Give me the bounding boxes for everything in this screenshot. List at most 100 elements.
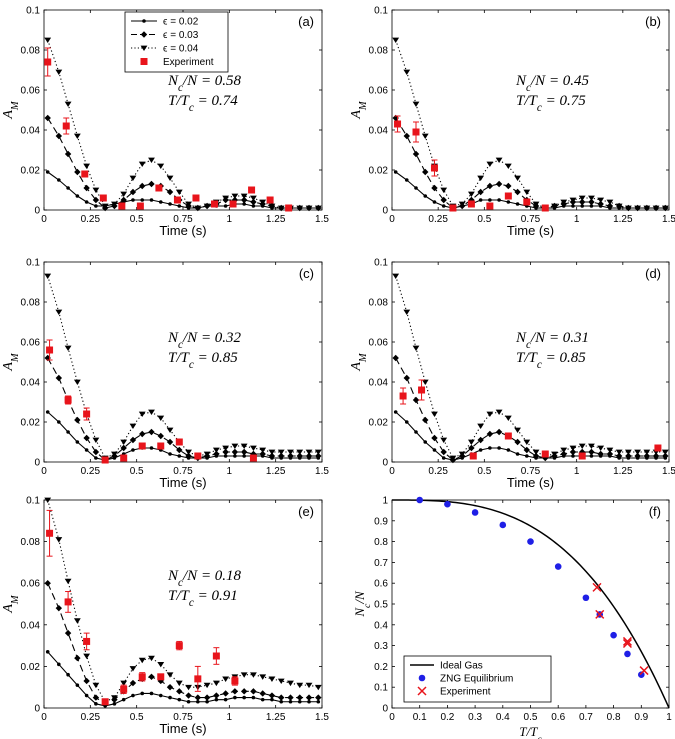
experiment-point <box>194 675 202 683</box>
series-point <box>551 451 558 458</box>
series-point <box>270 697 274 702</box>
experiment-point <box>175 438 183 446</box>
series-point <box>260 697 265 702</box>
series-point <box>120 680 128 687</box>
series-point <box>45 410 50 414</box>
x-tick-label: 0 <box>389 712 395 723</box>
series-point <box>121 697 126 702</box>
series-point <box>223 204 228 208</box>
experiment-point <box>118 202 126 210</box>
y-tick-label: 0.04 <box>369 126 389 137</box>
series-point <box>83 163 91 170</box>
series-point <box>185 684 192 691</box>
series-point <box>514 175 521 182</box>
series-point <box>278 694 285 701</box>
experiment-point <box>212 652 220 660</box>
series-point <box>305 694 313 701</box>
y-tick-label: 0.06 <box>21 338 41 349</box>
series-point <box>242 695 246 700</box>
experiment-point <box>194 452 202 460</box>
series-point <box>64 578 72 585</box>
x-tick-label: 1.25 <box>613 214 633 225</box>
x-tick-label: 0.25 <box>81 712 101 723</box>
series-point <box>307 699 311 704</box>
series-point <box>44 37 52 44</box>
series-line-2 <box>395 357 666 461</box>
annotation-text: T/Tc = 0.74 <box>168 93 238 114</box>
series-point <box>45 650 50 654</box>
series-point <box>569 445 577 452</box>
series-point <box>73 133 81 140</box>
series-point <box>84 693 89 698</box>
series-point <box>478 448 483 452</box>
experiment-point <box>541 204 549 212</box>
series-point <box>66 430 70 434</box>
y-tick-label: 0.1 <box>374 258 388 269</box>
series-point <box>569 197 577 204</box>
series-point <box>525 454 529 458</box>
series-point <box>231 688 239 695</box>
experiment-point <box>578 452 586 460</box>
series-point <box>597 200 604 208</box>
series-point <box>44 497 52 504</box>
experiment-point <box>101 456 109 464</box>
series-point <box>440 196 447 204</box>
experiment-point <box>229 200 237 208</box>
panel-f: 0 0.1 0.2 0.3 0.4 0.5 0.6 0.7 0.8 0.9 1 0 0.1 0.2 0.3 0… <box>352 496 672 739</box>
series-point <box>259 450 266 458</box>
series-point <box>259 674 267 680</box>
series-point <box>403 309 411 316</box>
x-tick-label: 0.25 <box>428 466 448 477</box>
annotation-text: T/Tc = 0.85 <box>168 350 238 371</box>
series-point <box>111 451 118 458</box>
panel-c: 0 0.25 0.5 0.75 1 1.25 1.5 0 0.02 0.04 0.06 0.08 0.1… <box>1 258 329 491</box>
series-point <box>296 682 304 689</box>
series-point <box>268 203 276 210</box>
series-point <box>506 200 511 204</box>
series-point <box>432 200 437 204</box>
series-point <box>242 454 246 458</box>
series-point <box>92 694 100 701</box>
panel-label: (c) <box>299 266 314 281</box>
series-point <box>231 448 239 456</box>
x-tick-label: 0 <box>41 712 47 723</box>
series-point <box>414 430 418 434</box>
experiment-point <box>157 442 165 450</box>
series-point <box>129 436 137 444</box>
series-point <box>74 168 81 176</box>
x-tick-label: 0.2 <box>440 712 454 723</box>
series-point <box>504 415 512 422</box>
y-tick-label: 0.9 <box>374 516 388 527</box>
series-line-2 <box>47 357 319 461</box>
series-point <box>615 449 623 456</box>
x-tick-label: 1 <box>574 466 580 477</box>
experiment-point <box>46 346 54 354</box>
series-point <box>624 205 632 212</box>
series-line-3 <box>47 275 319 459</box>
experiment-point <box>622 638 632 649</box>
series-point <box>495 428 503 436</box>
series-point <box>393 170 398 174</box>
series-point <box>250 672 257 678</box>
experiment-point <box>449 204 457 212</box>
x-tick-label: 0.1 <box>413 712 427 723</box>
series-point <box>305 452 313 460</box>
series-point <box>578 443 586 450</box>
series-point <box>486 182 494 190</box>
y-tick-label: 0.08 <box>369 298 389 309</box>
series-point <box>486 161 494 168</box>
experiment-point <box>83 410 91 418</box>
series-line-3 <box>395 275 666 459</box>
series-point <box>440 448 447 456</box>
series-point <box>588 443 595 450</box>
legend-label: ϵ = 0.04 <box>163 44 199 55</box>
experiment-point <box>192 194 200 202</box>
series-line-2 <box>47 117 319 209</box>
x-tick-label: 1.25 <box>266 712 286 723</box>
series-point <box>588 448 595 456</box>
series-point <box>296 205 304 212</box>
series-point <box>486 411 494 418</box>
series-point <box>597 445 605 452</box>
series-point <box>233 695 237 700</box>
series-point <box>139 430 146 438</box>
